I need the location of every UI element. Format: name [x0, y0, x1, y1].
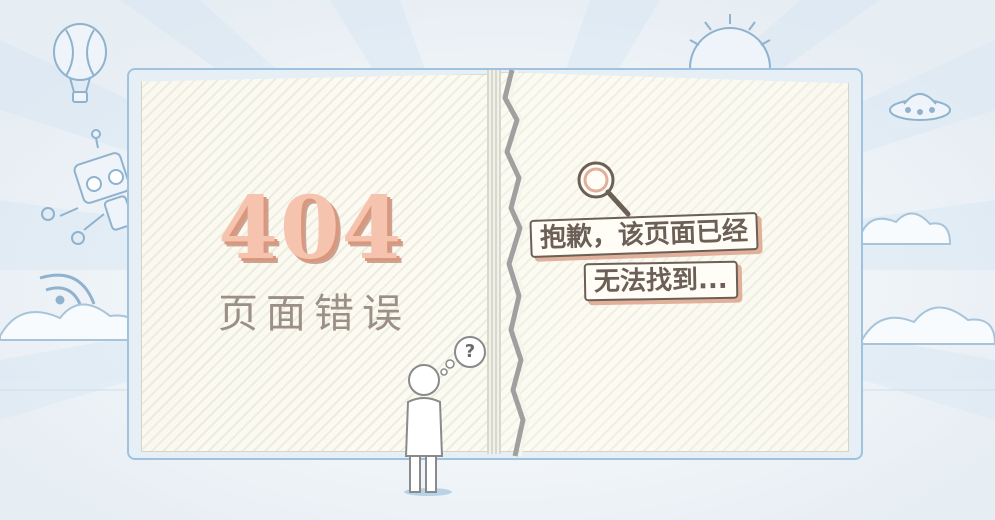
error-code: 404 — [218, 178, 404, 279]
torn-page-edge — [502, 69, 530, 457]
wifi-icon — [39, 273, 96, 305]
robot-icon — [41, 129, 135, 245]
apology-line-2: 无法找到... — [583, 260, 738, 302]
magnifier-icon — [577, 161, 631, 217]
cloud-icon — [0, 212, 995, 345]
book-spine — [487, 70, 501, 454]
open-book — [127, 68, 863, 460]
apology-line-1: 抱歉，该页面已经 — [529, 212, 759, 258]
person-icon — [404, 359, 455, 496]
error-subtitle: 页面错误 — [218, 291, 410, 337]
question-bubble: ? — [454, 336, 486, 368]
ufo-icon — [889, 93, 951, 121]
sun-icon — [689, 14, 771, 69]
hot-air-balloon-icon — [53, 23, 107, 103]
